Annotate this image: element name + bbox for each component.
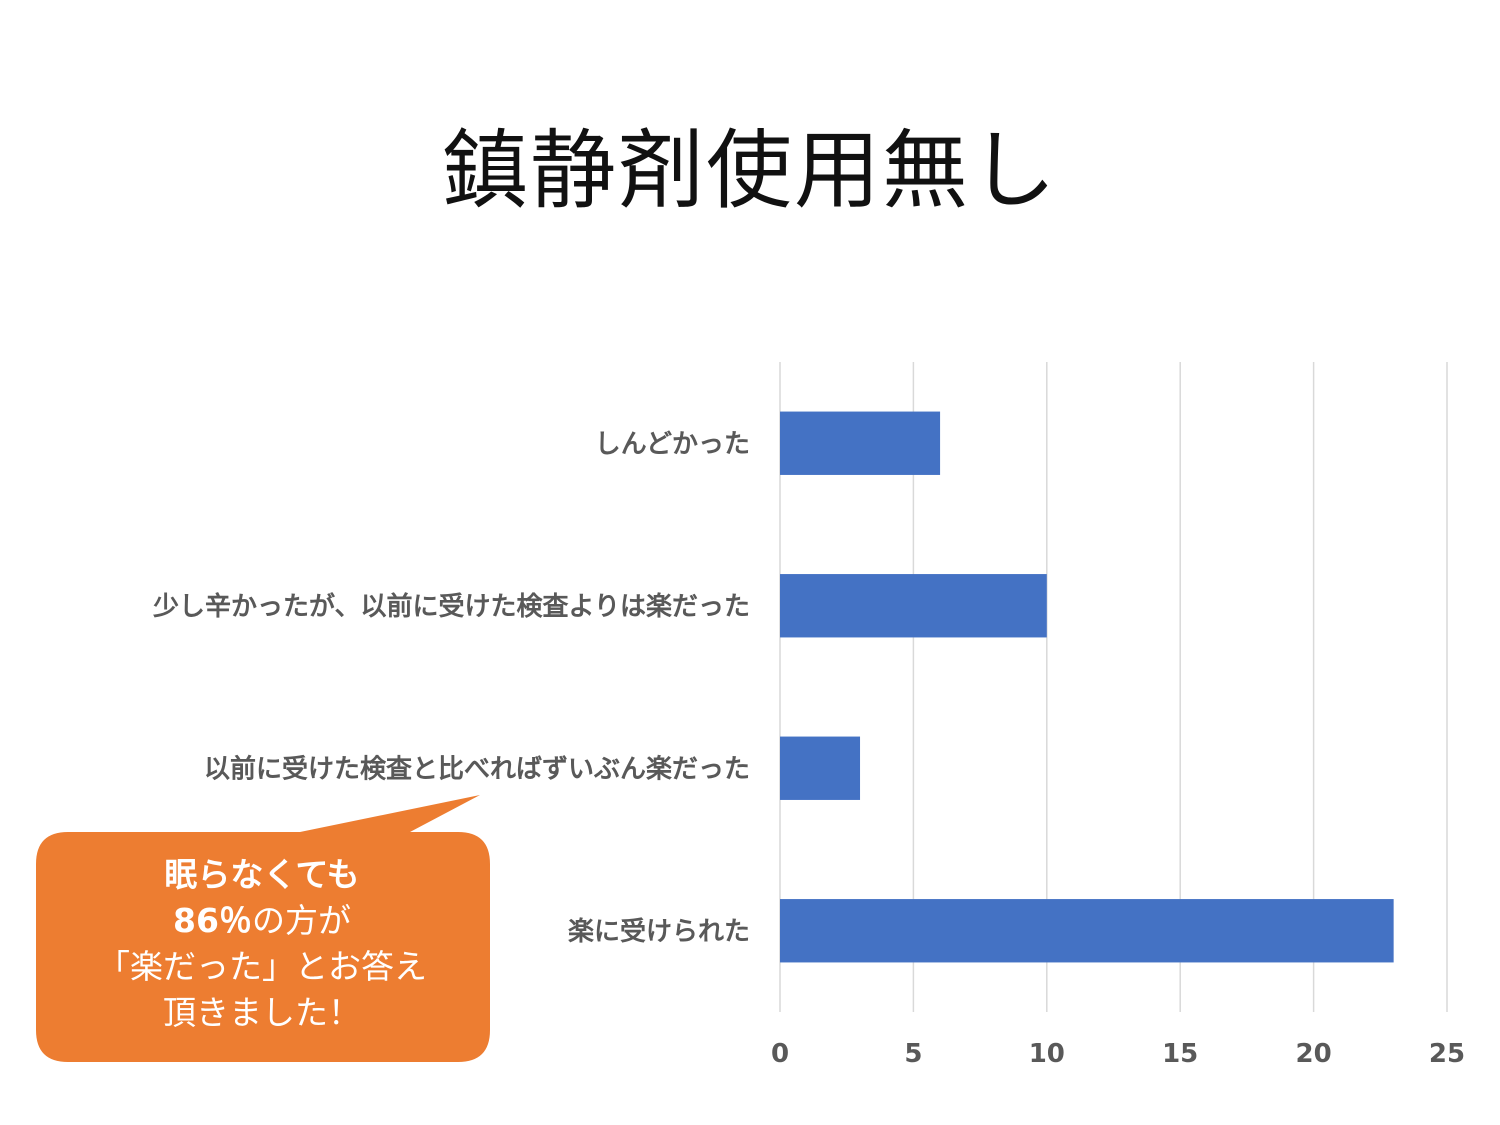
x-tick-label: 10 (1029, 1039, 1065, 1069)
x-tick-label: 0 (771, 1039, 789, 1069)
callout-line-2: 86％の方が (36, 898, 488, 944)
chart-bars (780, 411, 1394, 963)
page-title: 鎮静剤使用無し (442, 121, 1058, 221)
callout-percent: 86％ (173, 901, 252, 940)
callout-text: 眠らなくても 86％の方が 「楽だった」とお答え 頂きました！ (36, 852, 488, 1036)
callout-bubble (36, 795, 490, 1062)
bar-0 (780, 411, 941, 475)
x-tick-label: 5 (904, 1039, 922, 1069)
callout-line-2-rest: の方が (251, 901, 351, 940)
bar-3 (780, 899, 1394, 963)
category-label: しんどかった (595, 429, 750, 459)
category-labels: しんどかった少し辛かったが、以前に受けた検査よりは楽だった以前に受けた検査と比べ… (152, 429, 750, 947)
category-label: 少し辛かったが、以前に受けた検査よりは楽だった (152, 591, 750, 622)
x-tick-labels: 0 5 10 15 20 25 (771, 1039, 1465, 1069)
category-label: 以前に受けた検査と比べればずいぶん楽だった (204, 753, 750, 784)
x-tick-label: 20 (1296, 1039, 1332, 1069)
callout-line-4: 頂きました！ (163, 993, 361, 1032)
bar-1 (780, 574, 1047, 638)
x-tick-label: 15 (1162, 1039, 1198, 1069)
x-tick-label: 25 (1429, 1039, 1465, 1069)
callout-line-3: 「楽だった」とお答え (97, 947, 427, 986)
category-label: 楽に受けられた (568, 916, 750, 947)
bar-2 (780, 736, 861, 800)
callout-line-1: 眠らなくても (164, 855, 360, 894)
